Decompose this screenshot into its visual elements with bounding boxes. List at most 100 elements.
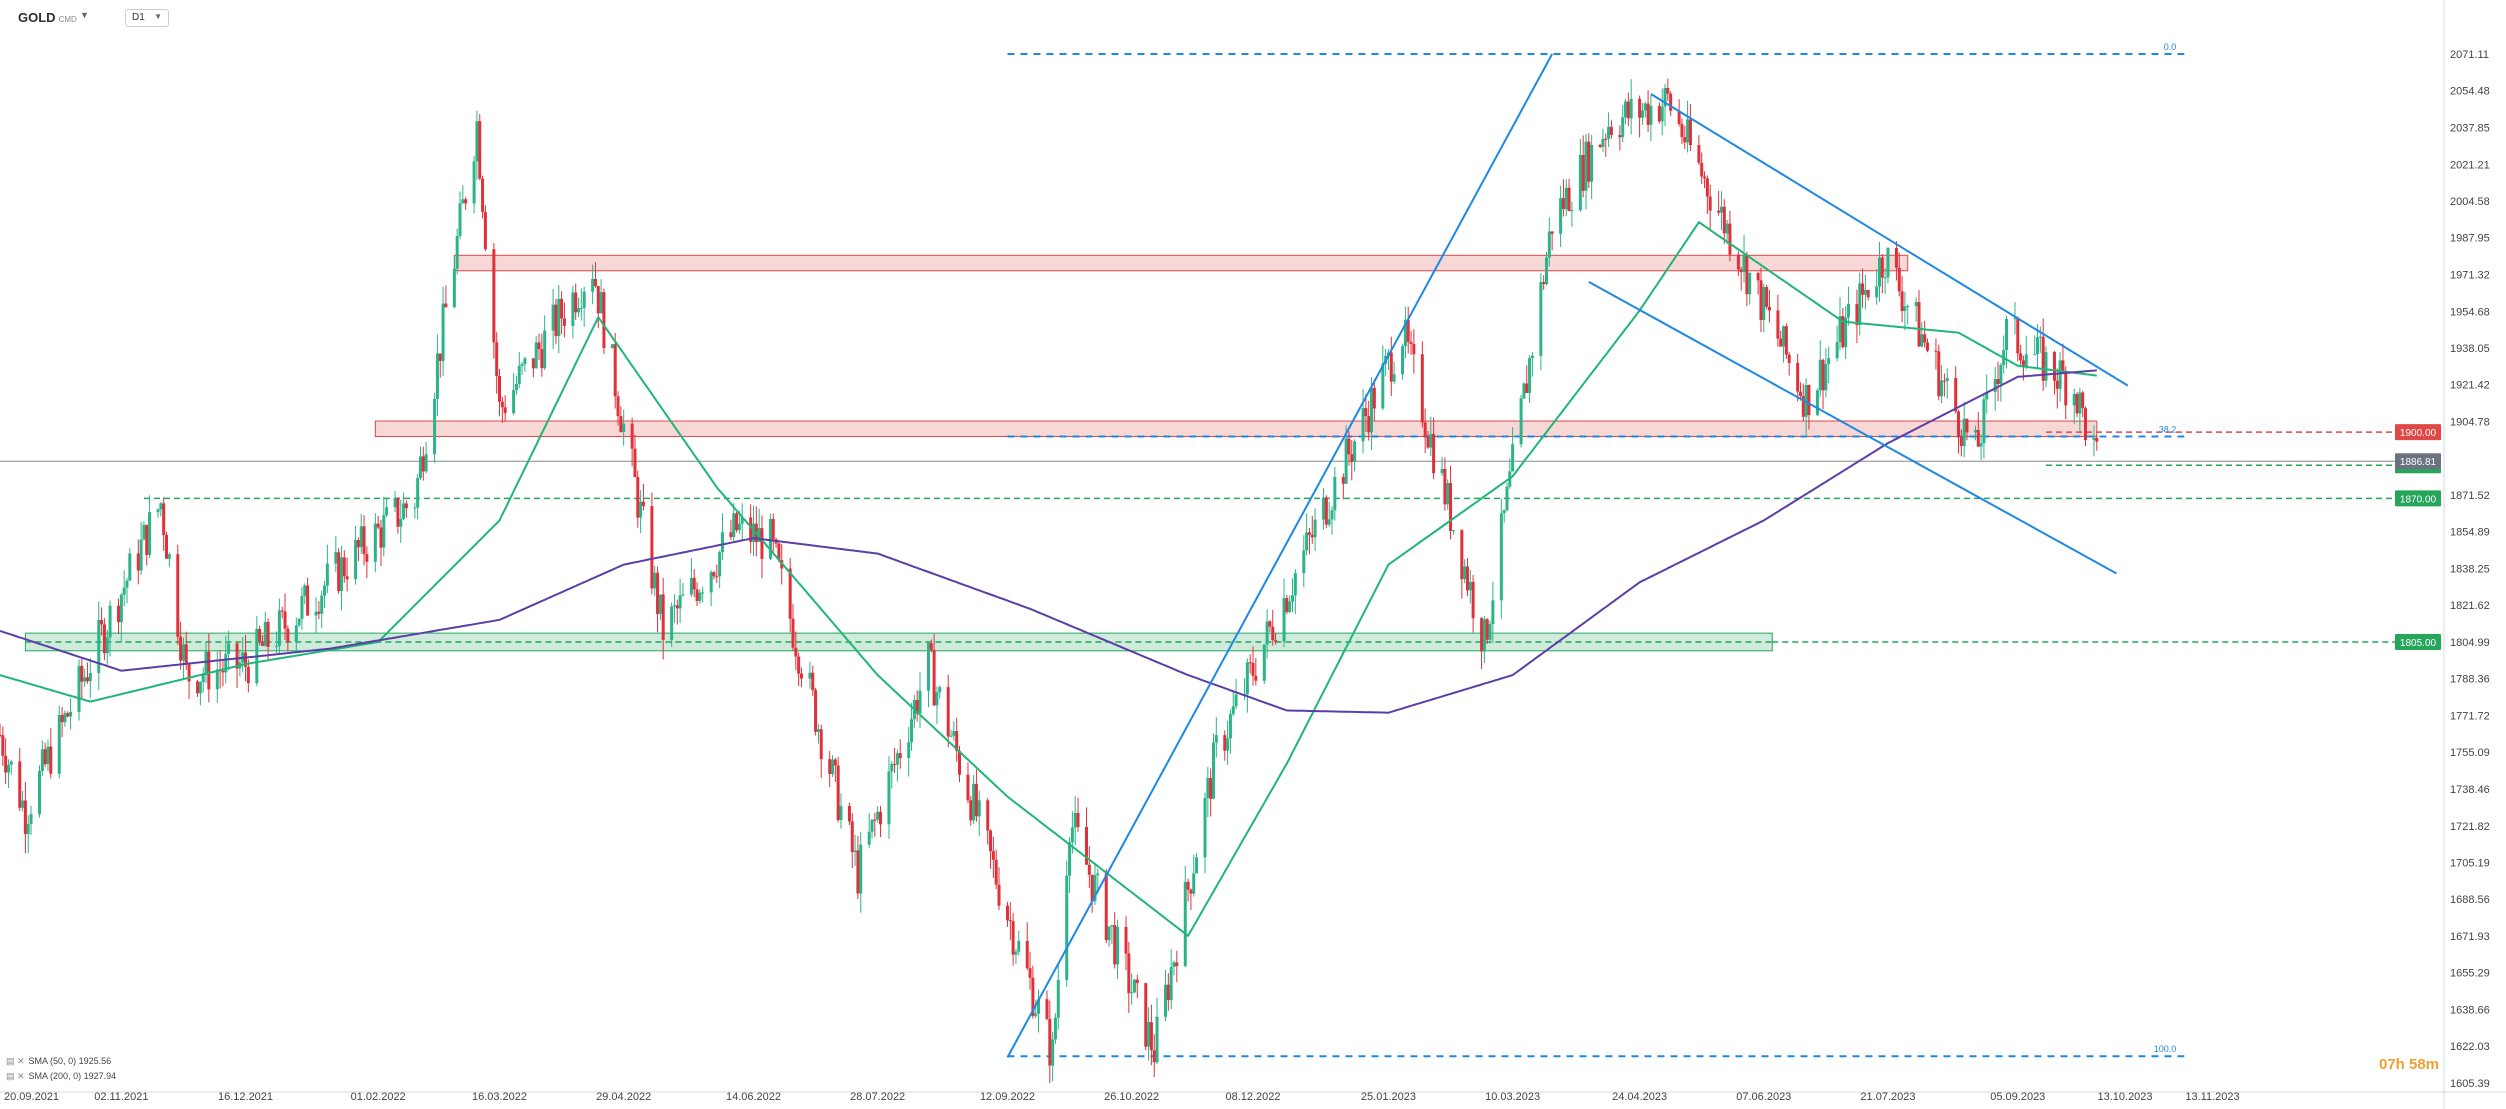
candle-body [1053, 1017, 1057, 1040]
candle-body [1519, 398, 1523, 445]
candle-body [1116, 926, 1120, 965]
candle-body [303, 585, 307, 596]
candle-body [929, 643, 933, 650]
candle-body [551, 304, 555, 331]
candle-body [1801, 396, 1805, 417]
candle-body [43, 749, 47, 765]
candle-body [1657, 105, 1661, 122]
candle-body [1880, 257, 1884, 278]
candle-body [317, 611, 321, 614]
candle-body [520, 364, 524, 366]
candle-body [1649, 105, 1653, 125]
last-price-tag [2395, 453, 2441, 470]
candle-body [1192, 873, 1196, 894]
candle-body [1976, 429, 1980, 447]
trendline[interactable] [1588, 280, 2118, 575]
candle-body [636, 477, 640, 518]
candle-body [1700, 162, 1704, 177]
candle-body [1959, 436, 1963, 446]
candle-body [1124, 926, 1128, 954]
candle-body [179, 636, 183, 661]
symbol-label[interactable]: GOLD CMD [18, 10, 77, 25]
candle-body [1663, 87, 1667, 107]
candle-body [148, 512, 152, 555]
candle-body [2055, 380, 2059, 389]
candle-body [433, 398, 437, 455]
candle-body [1846, 304, 1850, 318]
x-tick-label: 13.11.2023 [2185, 1091, 2239, 1103]
candle-body [2072, 393, 2076, 406]
legend-sma200[interactable]: ▤ ✕ SMA (200, 0) 1927.94 [6, 1071, 116, 1082]
candle-body [729, 532, 733, 538]
timeframe-select[interactable]: D1 ▼ [125, 9, 169, 27]
eye-icon[interactable]: ▤ ✕ [6, 1071, 25, 1081]
candle-body [512, 390, 516, 414]
candle-body [1745, 254, 1749, 295]
candle-body [362, 526, 366, 555]
resistance-zone[interactable] [374, 420, 2098, 437]
candle-body [1604, 138, 1608, 140]
candle-body [1028, 968, 1032, 978]
y-tick-label: 2071.11 [2450, 49, 2489, 61]
candle-body [1104, 873, 1108, 941]
candle-body [1748, 272, 1752, 295]
candle-body [946, 687, 950, 737]
candle-body [1957, 411, 1961, 437]
candle-body [1621, 117, 1625, 138]
candle-body [246, 666, 250, 684]
candle-body [1409, 341, 1413, 344]
candle-body [2052, 352, 2056, 381]
candle-body [1796, 362, 1800, 392]
candle-body [1341, 477, 1345, 484]
fibonacci-label: 38.2 [2159, 424, 2177, 434]
candle-body [701, 592, 705, 594]
candle-body [799, 673, 803, 679]
candle-body [1149, 1022, 1153, 1051]
candle-body [1096, 873, 1100, 876]
candle-body [57, 715, 61, 774]
candle-body [2016, 318, 2020, 354]
candle-body [1945, 377, 1949, 382]
candle-body [297, 618, 301, 626]
symbol-chevron-down-icon[interactable]: ▼ [80, 10, 89, 20]
candle-body [1073, 813, 1077, 828]
x-tick-label: 26.10.2022 [1104, 1091, 1159, 1103]
trendline[interactable] [1006, 53, 1554, 1058]
candle-body [26, 823, 30, 834]
candle-body [6, 764, 10, 773]
candle-body [277, 610, 281, 647]
candle-body [125, 580, 129, 588]
candle-body [1347, 438, 1351, 455]
candle-body [907, 742, 911, 759]
candle-body [1564, 187, 1568, 210]
candle-body [1906, 306, 1910, 308]
candle-body [1245, 662, 1249, 695]
candle-body [986, 800, 990, 831]
candle-body [1401, 346, 1405, 375]
candle-body [1432, 433, 1436, 474]
candle-body [1206, 778, 1210, 798]
candle-body [455, 235, 459, 269]
candle-body [444, 303, 448, 308]
candle-body [571, 292, 575, 326]
y-tick-label: 1755.09 [2450, 747, 2490, 759]
candle-body [1440, 468, 1444, 474]
candle-body [1973, 429, 1977, 433]
candle-body [1502, 510, 1506, 514]
candle-body [198, 682, 202, 694]
candle-body [768, 519, 772, 559]
candle-body [365, 554, 369, 562]
trendline[interactable] [1650, 93, 2129, 387]
legend-sma50[interactable]: ▤ ✕ SMA (50, 0) 1925.56 [6, 1056, 111, 1067]
resistance-zone[interactable] [453, 254, 1909, 272]
candle-body [139, 539, 143, 571]
candle-body [619, 416, 623, 432]
candle-body [831, 759, 835, 775]
candle-body [698, 592, 702, 602]
candle-body [1460, 530, 1464, 580]
x-tick-label: 21.07.2023 [1860, 1091, 1915, 1103]
y-tick-label: 1605.39 [2450, 1078, 2490, 1090]
eye-icon[interactable]: ▤ ✕ [6, 1056, 25, 1066]
candle-body [46, 746, 50, 765]
